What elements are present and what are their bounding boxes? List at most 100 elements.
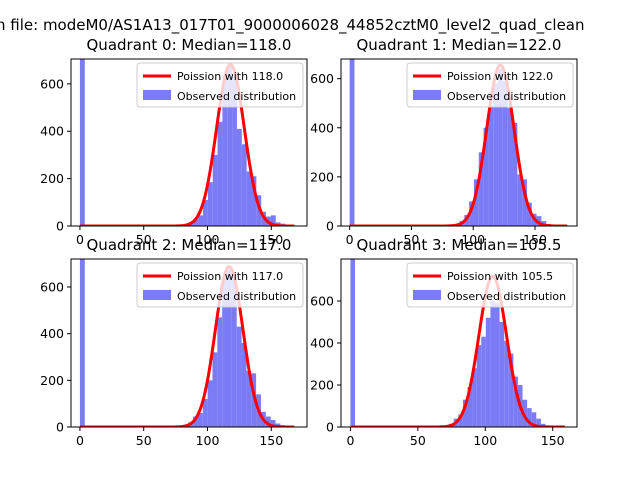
- hist-bar: [481, 336, 486, 427]
- legend-box: [136, 262, 304, 308]
- hist-bar: [507, 108, 513, 226]
- legend-box: [406, 262, 574, 308]
- hist-bar: [236, 128, 242, 226]
- legend-label-poisson: Poission with 122.0: [447, 70, 553, 83]
- y-tick-label: 400: [40, 326, 64, 341]
- x-tick-label: 150: [523, 232, 547, 247]
- y-tick-label: 400: [310, 120, 334, 135]
- hist-bar: [517, 174, 523, 226]
- x-tick-label: 50: [410, 433, 426, 448]
- x-tick-label: 100: [461, 232, 485, 247]
- x-tick-label: 150: [259, 232, 283, 247]
- hist-bar: [476, 345, 482, 427]
- legend-box: [406, 62, 574, 108]
- x-tick-label: 150: [541, 433, 565, 448]
- hist-bar: [350, 259, 356, 427]
- legend: Poission with 122.0 Observed distribution: [406, 62, 574, 108]
- y-tick-label: 200: [40, 373, 64, 388]
- plot-area: [350, 259, 566, 427]
- x-tick-label: 0: [76, 232, 84, 247]
- axes-frame: [70, 58, 308, 227]
- hist-bar: [499, 322, 505, 427]
- hist-bar: [197, 413, 203, 427]
- quadrant-panel-3: 0 50 100 150 0 200 400 600 Quadrant 3: Median=10…: [310, 236, 578, 448]
- legend-label-observed: Observed distribution: [177, 90, 296, 103]
- poisson-curve: [350, 274, 566, 427]
- hist-bar: [526, 202, 532, 226]
- hist-bar: [251, 373, 257, 427]
- plot-area: [79, 59, 295, 226]
- legend-label-observed: Observed distribution: [177, 290, 296, 303]
- y-tick-label: 600: [310, 294, 334, 309]
- hist-bar: [222, 277, 228, 427]
- hist-bar: [217, 317, 223, 427]
- hist-bar: [251, 176, 257, 226]
- hist-bar: [527, 408, 532, 427]
- legend-hist-swatch: [413, 90, 441, 100]
- hist-bar: [227, 64, 233, 226]
- hist-bar: [198, 215, 204, 226]
- hist-bar: [265, 416, 271, 427]
- poisson-curve: [79, 62, 295, 226]
- y-tick-label: 200: [310, 378, 334, 393]
- x-tick-label: 0: [76, 433, 84, 448]
- y-tick-label: 600: [310, 71, 334, 86]
- legend: Poission with 117.0 Observed distribution: [136, 262, 304, 308]
- hist-bar: [241, 343, 247, 427]
- legend-label-poisson: Poission with 105.5: [447, 270, 553, 283]
- hist-bar: [236, 326, 242, 427]
- legend-label-poisson: Poission with 117.0: [177, 270, 283, 283]
- y-tick-label: 0: [56, 420, 64, 435]
- hist-bar: [483, 127, 489, 226]
- hist-bar: [349, 59, 355, 226]
- hist-bar: [472, 368, 477, 427]
- poisson-curve: [79, 264, 295, 427]
- legend-label-observed: Observed distribution: [447, 90, 566, 103]
- hist-bar: [227, 266, 232, 427]
- hist-bar: [212, 154, 218, 226]
- poisson-curve: [349, 63, 568, 226]
- hist-bar: [246, 371, 252, 427]
- plot-area: [79, 259, 295, 427]
- legend-label-observed: Observed distribution: [447, 290, 566, 303]
- hist-bar: [467, 387, 473, 427]
- y-tick-label: 0: [326, 420, 334, 435]
- y-tick-label: 600: [40, 76, 64, 91]
- panel-title: Quadrant 3: Median=105.5: [357, 236, 562, 254]
- hist-bar: [203, 199, 208, 226]
- hist-bar: [531, 412, 537, 427]
- x-tick-label: 150: [259, 433, 283, 448]
- y-tick-label: 600: [40, 280, 64, 295]
- y-tick-label: 200: [310, 169, 334, 184]
- x-tick-label: 50: [403, 232, 419, 247]
- hist-bar: [469, 201, 474, 226]
- hist-bar: [232, 76, 237, 226]
- figure-suptitle: n file: modeM0/AS1A13_017T01_9000006028_…: [0, 16, 585, 35]
- hist-bar: [495, 303, 500, 427]
- hist-bar: [536, 216, 542, 226]
- hist-bar: [478, 152, 484, 226]
- hist-bar: [536, 418, 541, 427]
- hist-bar: [504, 340, 509, 427]
- hist-bar: [193, 218, 199, 226]
- legend: Poission with 118.0 Observed distribution: [136, 62, 304, 108]
- y-tick-label: 400: [310, 336, 334, 351]
- axes-frame: [70, 258, 308, 428]
- hist-bar: [207, 182, 213, 226]
- hist-bar: [488, 105, 494, 226]
- hist-bar: [473, 179, 479, 226]
- hist-bar: [485, 317, 491, 427]
- hist-bar: [522, 179, 527, 226]
- y-tick-label: 0: [56, 219, 64, 234]
- y-tick-label: 400: [40, 124, 64, 139]
- x-tick-label: 100: [473, 433, 497, 448]
- hist-bar: [222, 74, 228, 226]
- quadrant-panel-0: 0 50 100 150 0 200 400 600 Quadrant 0: Median=11…: [40, 36, 308, 247]
- x-tick-label: 100: [196, 232, 220, 247]
- axes-frame: [340, 58, 578, 227]
- hist-bar: [193, 416, 198, 427]
- legend-hist-swatch: [143, 90, 171, 100]
- legend: Poission with 105.5 Observed distribution: [406, 262, 574, 308]
- hist-bar: [512, 122, 518, 226]
- x-tick-label: 50: [136, 232, 152, 247]
